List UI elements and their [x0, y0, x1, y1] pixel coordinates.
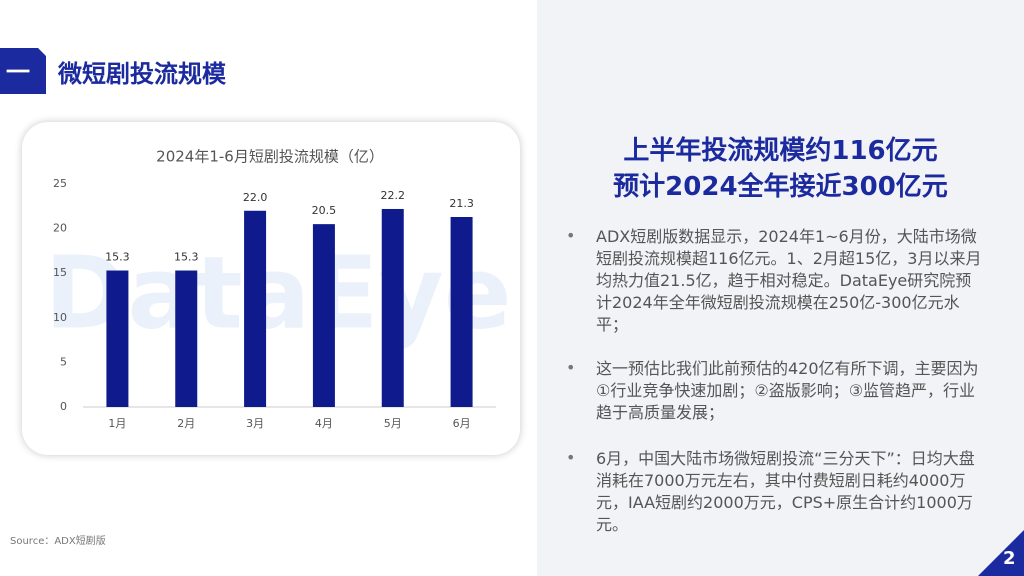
data-label: 20.5: [312, 204, 337, 217]
bar: [381, 208, 404, 407]
headline: 预计2024全年接近300亿元: [613, 172, 948, 202]
header-tab: [0, 48, 46, 94]
y-tick-label: 15: [53, 266, 67, 279]
page-number: 2: [1003, 548, 1016, 569]
bar: [450, 217, 473, 407]
x-tick-label: 3月: [246, 417, 264, 430]
bullet-text: 这一预估比我们此前预估的420亿有所下调，主要因为①行业竞争快速加剧；②盗版影响…: [596, 359, 979, 422]
data-label: 15.3: [105, 251, 130, 264]
page-corner: [978, 530, 1024, 576]
header-number: 一: [6, 58, 30, 86]
x-tick-label: 6月: [453, 417, 471, 430]
header-title: 微短剧投流规模: [58, 60, 226, 88]
bullet-dot: •: [566, 226, 576, 245]
bullet-dot: •: [566, 448, 576, 467]
x-tick-label: 1月: [108, 417, 126, 430]
y-tick-label: 0: [60, 400, 67, 413]
y-tick-label: 5: [60, 355, 67, 368]
x-tick-label: 4月: [315, 417, 333, 430]
chart-card: [22, 122, 520, 455]
bar: [106, 270, 129, 407]
y-tick-label: 25: [53, 177, 67, 190]
bullet-dot: •: [566, 358, 576, 377]
x-tick-label: 5月: [384, 417, 402, 430]
bullet-text: 6月，中国大陆市场微短剧投流“三分天下”：日均大盘消耗在7000万元左右，其中付…: [596, 449, 975, 534]
bar: [312, 224, 335, 407]
data-label: 15.3: [174, 251, 199, 264]
x-tick-label: 2月: [177, 417, 195, 430]
chart: 2024年1-6月短剧投流规模（亿） DataEye 05101520251月1…: [44, 148, 511, 431]
bar: [244, 210, 267, 407]
headline: 上半年投流规模约116亿元: [623, 136, 938, 166]
bullet-text: ADX短剧版数据显示，2024年1~6月份，大陆市场微短剧投流规模超116亿元。…: [596, 227, 982, 334]
data-label: 22.0: [243, 191, 268, 204]
data-label: 22.2: [381, 189, 406, 202]
y-tick-label: 10: [53, 311, 67, 324]
right-panel: [537, 0, 1024, 576]
data-label: 21.3: [449, 197, 474, 210]
bar: [175, 270, 198, 407]
chart-title: 2024年1-6月短剧投流规模（亿）: [156, 148, 384, 166]
source: Source：ADX短剧版: [10, 536, 106, 547]
y-tick-label: 20: [53, 222, 67, 235]
